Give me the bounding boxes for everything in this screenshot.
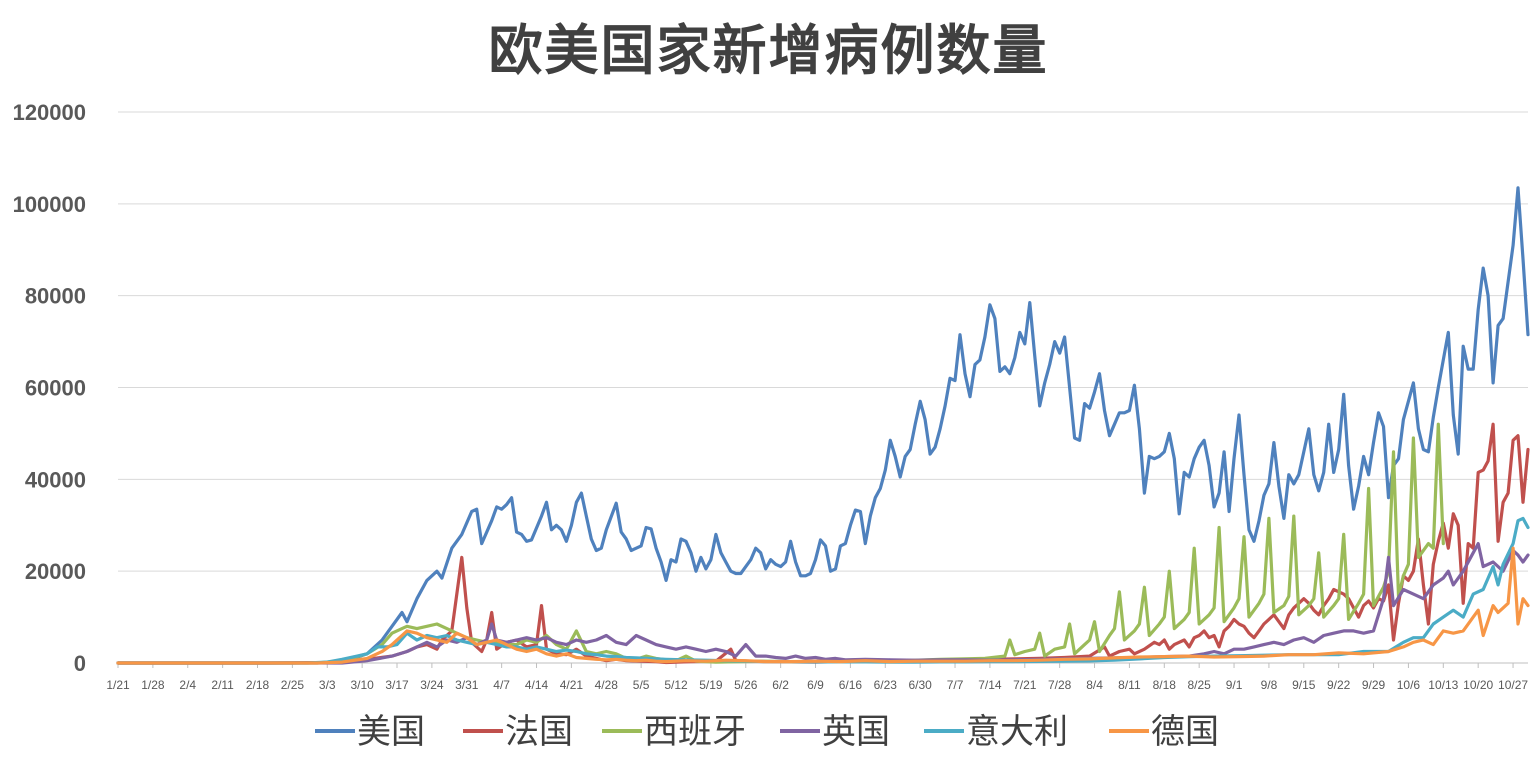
x-tick-label: 8/4: [1086, 678, 1103, 692]
x-tick-label: 4/14: [525, 678, 549, 692]
series-line-5: [116, 546, 1530, 665]
chart-title: 欧美国家新增病例数量: [488, 18, 1049, 82]
x-tick-label: 7/7: [947, 678, 964, 692]
x-tick-label: 5/5: [633, 678, 650, 692]
x-tick-label: 8/25: [1187, 678, 1211, 692]
x-tick-label: 6/2: [772, 678, 789, 692]
x-tick-label: 5/12: [664, 678, 688, 692]
legend-label: 英国: [822, 712, 890, 752]
x-tick-label: 2/25: [281, 678, 305, 692]
x-tick-label: 6/16: [839, 678, 863, 692]
x-tick-label: 5/26: [734, 678, 758, 692]
series-lines: [116, 186, 1530, 665]
y-tick-label: 0: [74, 651, 86, 676]
x-tick-label: 4/21: [560, 678, 584, 692]
x-axis-tick-labels: 1/21 1/28 2/4 2/11 2/18 2/25 3/3 3/10 3/17 3/24 3/…: [106, 678, 1528, 692]
x-tick-label: 7/21: [1013, 678, 1037, 692]
x-tick-label: 7/14: [978, 678, 1002, 692]
x-tick-label: 7/28: [1048, 678, 1072, 692]
x-tick-label: 3/3: [319, 678, 336, 692]
y-tick-label: 40000: [25, 467, 86, 492]
x-tick-label: 10/13: [1428, 678, 1458, 692]
legend: 美国 法国 西班牙 英国 意大利 德国: [315, 712, 1219, 752]
x-tick-label: 9/22: [1327, 678, 1351, 692]
y-tick-label: 60000: [25, 376, 86, 401]
x-tick-label: 8/11: [1118, 678, 1141, 692]
legend-label: 意大利: [966, 712, 1068, 752]
x-tick-label: 3/31: [455, 678, 479, 692]
x-tick-label: 3/24: [420, 678, 444, 692]
x-tick-label: 6/9: [807, 678, 824, 692]
x-tick-label: 4/7: [493, 678, 510, 692]
x-tick-label: 10/6: [1397, 678, 1421, 692]
legend-label: 美国: [357, 712, 425, 752]
x-tick-label: 10/20: [1463, 678, 1493, 692]
x-tick-label: 3/10: [350, 678, 374, 692]
x-tick-label: 3/17: [385, 678, 409, 692]
x-tick-label: 2/11: [211, 678, 234, 692]
y-tick-label: 20000: [25, 559, 86, 584]
x-tick-label: 2/18: [246, 678, 270, 692]
series-line-2: [116, 422, 1445, 665]
x-tick-label: 9/8: [1261, 678, 1278, 692]
x-tick-label: 1/21: [106, 678, 130, 692]
x-tick-label: 6/23: [874, 678, 898, 692]
x-tick-label: 10/27: [1498, 678, 1528, 692]
x-tick-label: 1/28: [141, 678, 165, 692]
y-tick-label: 100000: [13, 192, 86, 217]
legend-label: 西班牙: [644, 712, 746, 752]
x-tick-label: 9/15: [1292, 678, 1316, 692]
series-line-0: [116, 186, 1530, 665]
y-tick-label: 80000: [25, 284, 86, 309]
legend-label: 法国: [505, 712, 573, 752]
y-tick-label: 120000: [13, 100, 86, 125]
x-tick-label: 9/1: [1226, 678, 1243, 692]
x-tick-label: 5/19: [699, 678, 723, 692]
x-tick-label: 4/28: [595, 678, 619, 692]
x-tick-label: 9/29: [1362, 678, 1386, 692]
legend-label: 德国: [1151, 712, 1219, 752]
x-tick-label: 6/30: [908, 678, 932, 692]
y-axis-tick-labels: 0 20000 40000 60000 80000 100000 120000: [13, 100, 86, 676]
x-tick-label: 2/4: [179, 678, 196, 692]
x-tick-label: 8/18: [1153, 678, 1177, 692]
